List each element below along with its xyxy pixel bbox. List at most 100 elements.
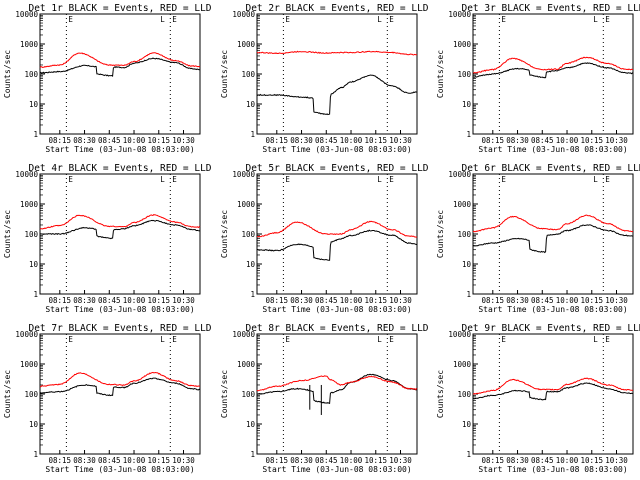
- x-axis-label: Start Time (03-Jun-08 08:03:00): [262, 465, 411, 474]
- x-tick-label: 08:45: [315, 296, 338, 305]
- detector-panel-4: Det 4r BLACK = Events, RED = LLD 1 10 100 10…: [3, 163, 212, 314]
- event-marker-label: E: [501, 15, 506, 24]
- events-series-line: [256, 373, 418, 405]
- y-tick-label: 1000: [237, 200, 256, 209]
- y-tick-label: 1000: [453, 40, 472, 49]
- x-tick-label: 08:15: [49, 456, 72, 465]
- x-tick-label: 08:45: [531, 296, 554, 305]
- y-tick-label: 10: [246, 100, 256, 109]
- event-marker-label: E: [389, 15, 394, 24]
- y-tick-label: 10: [246, 420, 256, 429]
- x-tick-label: 10:15: [580, 456, 603, 465]
- chart-title: Det 5r BLACK = Events, RED = LLD: [245, 163, 428, 174]
- event-marker-label: E: [605, 175, 610, 184]
- lld-series-line: [39, 371, 201, 388]
- y-tick-label: 10000: [448, 170, 471, 179]
- plot-frame: [39, 13, 201, 135]
- y-tick-label: 100: [241, 230, 255, 239]
- y-tick-label: 100: [24, 230, 38, 239]
- y-tick-label: 10000: [448, 10, 471, 19]
- event-marker-label: E: [68, 15, 73, 24]
- y-tick-label: 1000: [237, 40, 256, 49]
- chart-title: Det 9r BLACK = Events, RED = LLD: [461, 323, 640, 334]
- x-tick-label: 10:00: [123, 456, 146, 465]
- y-tick-label: 10000: [232, 170, 255, 179]
- x-tick-label: 10:00: [556, 456, 579, 465]
- event-marker-label: E: [68, 335, 73, 344]
- x-tick-label: 08:30: [290, 296, 313, 305]
- slot-marker-label: L: [377, 175, 382, 184]
- lld-series-line: [472, 214, 633, 233]
- slot-marker-label: L: [593, 15, 598, 24]
- x-axis-label: Start Time (03-Jun-08 08:03:00): [262, 145, 411, 154]
- x-tick-label: 08:30: [290, 136, 313, 145]
- x-tick-label: 08:30: [290, 456, 313, 465]
- x-tick-label: 10:15: [364, 456, 387, 465]
- x-tick-label: 08:30: [506, 296, 529, 305]
- lld-series-line: [256, 50, 418, 56]
- chart-title: Det 3r BLACK = Events, RED = LLD: [461, 3, 640, 14]
- y-tick-label: 1: [33, 290, 38, 299]
- event-marker-label: E: [172, 15, 177, 24]
- lld-series-line: [472, 56, 634, 74]
- x-tick-label: 08:45: [98, 456, 121, 465]
- y-tick-label: 10: [462, 100, 472, 109]
- y-tick-label: 100: [457, 390, 471, 399]
- x-axis-label: Start Time (03-Jun-08 08:03:00): [45, 145, 194, 154]
- y-tick-label: 1: [250, 450, 255, 459]
- x-tick-label: 10:30: [172, 456, 195, 465]
- events-series-line: [256, 229, 418, 261]
- x-tick-label: 10:00: [340, 456, 363, 465]
- event-marker-label: E: [501, 335, 506, 344]
- events-series-line: [39, 377, 201, 397]
- x-tick-label: 10:00: [340, 136, 363, 145]
- plot-frame: [256, 333, 418, 455]
- x-axis-label: Start Time (03-Jun-08 08:03:00): [478, 145, 627, 154]
- x-tick-label: 10:00: [123, 296, 146, 305]
- x-tick-label: 10:15: [364, 296, 387, 305]
- x-tick-label: 08:30: [73, 136, 96, 145]
- events-series-line: [472, 382, 633, 401]
- y-tick-label: 1: [33, 130, 38, 139]
- x-tick-label: 10:30: [389, 136, 412, 145]
- y-tick-label: 10000: [15, 330, 38, 339]
- y-tick-label: 1000: [453, 200, 472, 209]
- y-tick-label: 1000: [20, 360, 39, 369]
- x-tick-label: 10:30: [389, 296, 412, 305]
- chart-title: Det 1r BLACK = Events, RED = LLD: [28, 3, 211, 14]
- y-tick-label: 1: [33, 450, 38, 459]
- x-tick-label: 08:45: [98, 296, 121, 305]
- detector-panel-7: Det 7r BLACK = Events, RED = LLD 1 10 100 10…: [3, 323, 212, 474]
- y-tick-label: 10000: [448, 330, 471, 339]
- y-tick-label: 10: [462, 260, 472, 269]
- y-tick-label: 1000: [237, 360, 256, 369]
- plot-frame: [256, 13, 418, 135]
- detector-panel-5: Det 5r BLACK = Events, RED = LLD 1 10 100 10…: [220, 163, 429, 314]
- y-axis-label: Counts/sec: [436, 50, 445, 98]
- y-tick-label: 1: [466, 290, 471, 299]
- event-marker-label: E: [285, 175, 290, 184]
- x-axis-label: Start Time (03-Jun-08 08:03:00): [262, 305, 411, 314]
- x-tick-label: 08:30: [506, 136, 529, 145]
- x-tick-label: 08:30: [73, 296, 96, 305]
- y-axis-label: Counts/sec: [436, 210, 445, 258]
- slot-marker-label: L: [160, 15, 165, 24]
- y-tick-label: 1: [466, 450, 471, 459]
- slot-marker-label: L: [160, 335, 165, 344]
- chart-title: Det 4r BLACK = Events, RED = LLD: [28, 163, 211, 174]
- x-tick-label: 08:45: [98, 136, 121, 145]
- y-axis-label: Counts/sec: [220, 50, 229, 98]
- x-tick-label: 08:15: [266, 456, 289, 465]
- events-series-line: [256, 74, 418, 116]
- y-tick-label: 10000: [232, 10, 255, 19]
- lld-series-line: [473, 377, 634, 395]
- chart-title: Det 6r BLACK = Events, RED = LLD: [461, 163, 640, 174]
- y-tick-label: 1: [250, 130, 255, 139]
- slot-marker-label: L: [377, 15, 382, 24]
- y-tick-label: 100: [24, 70, 38, 79]
- events-series-line: [40, 57, 201, 78]
- y-tick-label: 10: [29, 420, 39, 429]
- x-tick-label: 10:30: [172, 136, 195, 145]
- x-tick-label: 08:15: [49, 296, 72, 305]
- x-axis-label: Start Time (03-Jun-08 08:03:00): [45, 305, 194, 314]
